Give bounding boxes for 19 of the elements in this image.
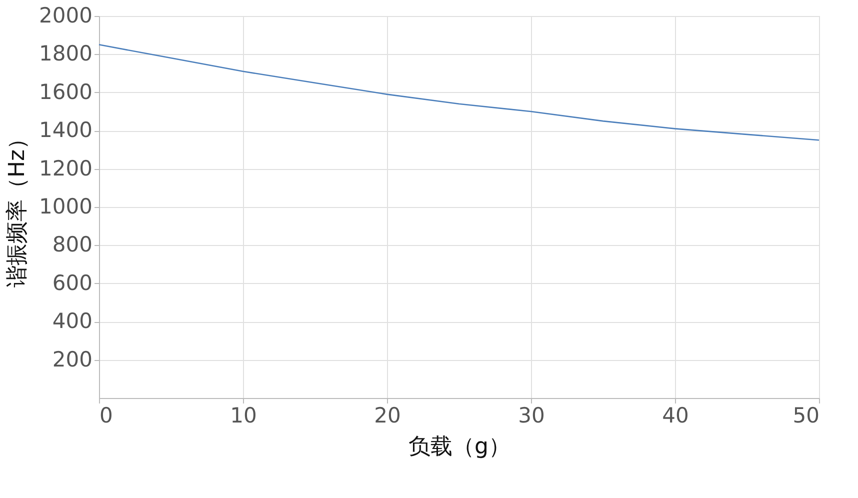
y-tick-label: 800 — [52, 232, 92, 257]
x-tick-label: 40 — [662, 404, 689, 428]
y-tick-label: 1000 — [39, 194, 92, 218]
y-axis-title: 谐振频率（Hz） — [5, 127, 30, 288]
y-tick-label: 1400 — [39, 118, 92, 142]
x-axis-title: 负载（g） — [408, 434, 510, 460]
x-tick-label: 50 — [792, 404, 820, 428]
y-tick-label: 600 — [52, 270, 92, 295]
y-tick-label: 1800 — [39, 42, 92, 66]
line-series — [98, 44, 820, 141]
y-tick-label: 2000 — [39, 4, 92, 28]
x-tick-label: 20 — [374, 404, 401, 428]
y-tick-label: 1200 — [39, 156, 92, 180]
y-tick-label: 200 — [52, 347, 92, 372]
x-tick-label: 0 — [100, 404, 113, 428]
x-tick-label: 30 — [518, 404, 545, 428]
x-tick-label: 10 — [230, 404, 257, 428]
y-tick-label: 1600 — [39, 80, 92, 104]
y-tick-label: 400 — [52, 309, 92, 334]
